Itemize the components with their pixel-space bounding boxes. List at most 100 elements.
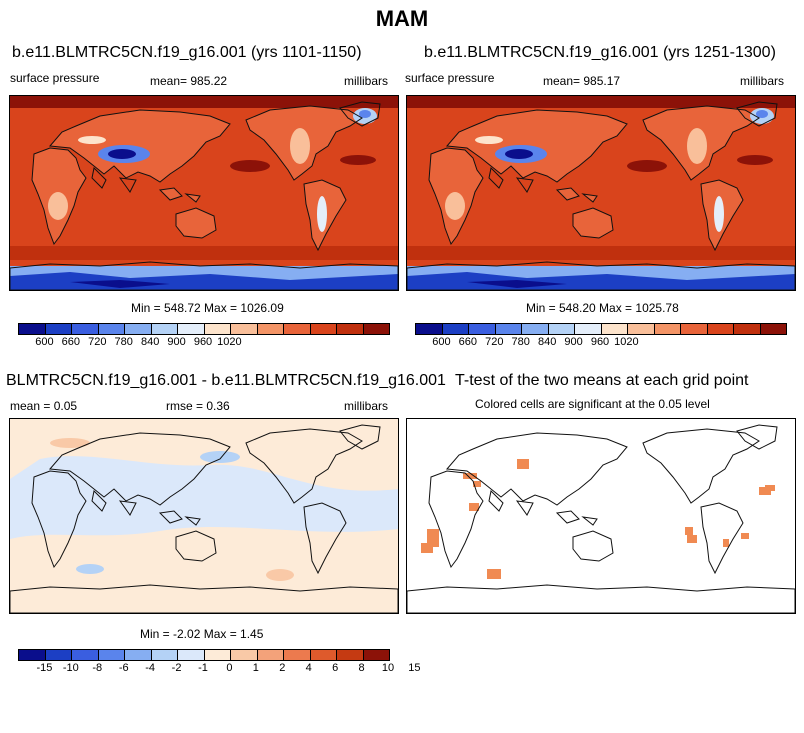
coastline xyxy=(175,530,217,562)
land-pressure-field xyxy=(50,110,230,182)
panel3-rmse: rmse = 0.36 xyxy=(166,399,230,413)
panel3-minmax: Min = -2.02 Max = 1.45 xyxy=(140,627,264,641)
colorbar-tick-label: 660 xyxy=(61,336,81,348)
colorbar-cell xyxy=(125,650,152,660)
rockies-field xyxy=(290,128,310,164)
colorbar-tick-label: -2 xyxy=(171,662,182,674)
diff-positive-core xyxy=(50,438,90,448)
colorbar-tick-label: 15 xyxy=(408,662,421,674)
atlantic-low xyxy=(737,155,773,165)
greenland-core xyxy=(756,110,768,118)
coastline xyxy=(158,510,201,526)
coastline xyxy=(700,179,744,252)
colorbar-cell xyxy=(178,324,205,334)
panel2-map-svg xyxy=(407,96,795,290)
significant-cell xyxy=(723,539,729,547)
diff-negative-core xyxy=(200,451,240,463)
panel3-colorbar-ticks: -15 -10 -8 -6 -4 -2 -1 0 1 2 4 6 8 10 15 xyxy=(18,662,420,676)
coastline xyxy=(736,424,778,450)
panel3-title: BLMTRC5CN.f19_g16.001 - b.e11.BLMTRC5CN.… xyxy=(6,372,446,389)
colorbar-tick-label: 660 xyxy=(458,336,478,348)
coastline xyxy=(31,147,87,246)
land-pressure-field xyxy=(557,188,597,202)
colorbar-tick-label: 10 xyxy=(381,662,395,674)
pacific-low xyxy=(627,160,667,172)
coastline xyxy=(91,489,137,516)
panel3-map-svg xyxy=(10,419,398,613)
colorbar-tick-label: 840 xyxy=(140,336,160,348)
significant-cell xyxy=(469,503,479,511)
land-pressure-field xyxy=(176,208,216,238)
coastline xyxy=(445,432,628,506)
coastline xyxy=(428,147,484,246)
main-title: MAM xyxy=(375,6,429,31)
colorbar-cell xyxy=(734,324,761,334)
panel1-title: b.e11.BLMTRC5CN.f19_g16.001 (yrs 1101-11… xyxy=(12,44,362,61)
colorbar-tick-label: 0 xyxy=(226,662,233,674)
colorbar-tick-label: 600 xyxy=(35,336,54,348)
coastline xyxy=(303,502,347,575)
coastline xyxy=(48,109,231,183)
panel2-title: b.e11.BLMTRC5CN.f19_g16.001 (yrs 1251-13… xyxy=(424,44,776,61)
panel1-map-svg xyxy=(10,96,398,290)
coastline xyxy=(700,502,744,575)
coastline xyxy=(572,530,614,562)
antarctica-core xyxy=(70,280,170,288)
colorbar-cell xyxy=(98,324,125,334)
coastline xyxy=(488,489,534,516)
land-pressure-field xyxy=(160,188,200,202)
southern-ocean-band xyxy=(10,246,398,260)
colorbar-cell xyxy=(98,650,125,660)
significant-cell xyxy=(421,543,433,553)
panel1-units: millibars xyxy=(344,74,389,88)
land-pressure-field xyxy=(573,208,613,238)
significant-cell xyxy=(487,569,501,579)
colorbar-cell xyxy=(681,324,708,334)
colorbar-cell xyxy=(575,324,602,334)
significant-cell xyxy=(427,529,439,547)
colorbar-cell xyxy=(151,650,178,660)
colorbar-tick-label: 960 xyxy=(193,336,213,348)
colorbar-cell xyxy=(231,650,258,660)
coastline xyxy=(10,261,398,290)
coastline xyxy=(303,179,347,252)
colorbar-cell xyxy=(363,650,389,660)
colorbar-tick-label: -4 xyxy=(145,662,156,674)
colorbar-cell xyxy=(257,650,284,660)
coastline xyxy=(245,428,363,504)
colorbar-tick-label: 900 xyxy=(564,336,583,348)
coastline xyxy=(572,207,614,239)
panel1-minmax: Min = 548.72 Max = 1026.09 xyxy=(131,301,284,315)
colorbar-cell xyxy=(284,650,311,660)
significant-cell xyxy=(685,527,693,535)
colorbar-tick-label: 780 xyxy=(114,336,133,348)
colorbar-tick-label: 6 xyxy=(332,662,339,674)
colorbar-tick-label: -6 xyxy=(118,662,129,674)
colorbar-cell xyxy=(72,650,99,660)
colorbar-tick-label: 900 xyxy=(167,336,186,348)
colorbar-tick-label: 4 xyxy=(305,662,312,674)
pacific-low xyxy=(230,160,270,172)
panel3-units: millibars xyxy=(344,399,389,413)
colorbar-cell xyxy=(654,324,681,334)
colorbar-tick-label: -10 xyxy=(62,662,79,674)
arctic-band xyxy=(407,96,795,108)
significant-cell xyxy=(687,535,697,543)
panel4-map-svg xyxy=(407,419,795,613)
colorbar-cell xyxy=(707,324,734,334)
colorbar-cell xyxy=(337,324,364,334)
colorbar-cell xyxy=(204,650,231,660)
diff-negative-field xyxy=(10,456,398,539)
central-asia-field xyxy=(475,136,503,144)
panel1-variable: surface pressure xyxy=(10,71,100,85)
colorbar-tick-label: 840 xyxy=(537,336,557,348)
land-pressure-field xyxy=(447,110,627,182)
colorbar-cell xyxy=(19,324,46,334)
greenland-core xyxy=(359,110,371,118)
coastline xyxy=(407,261,795,290)
central-asia-field xyxy=(78,136,106,144)
antarctica-core xyxy=(467,280,567,288)
panel2-minmax: Min = 548.20 Max = 1025.78 xyxy=(526,301,679,315)
ttest-field xyxy=(407,419,795,613)
colorbar-cell xyxy=(257,324,284,334)
